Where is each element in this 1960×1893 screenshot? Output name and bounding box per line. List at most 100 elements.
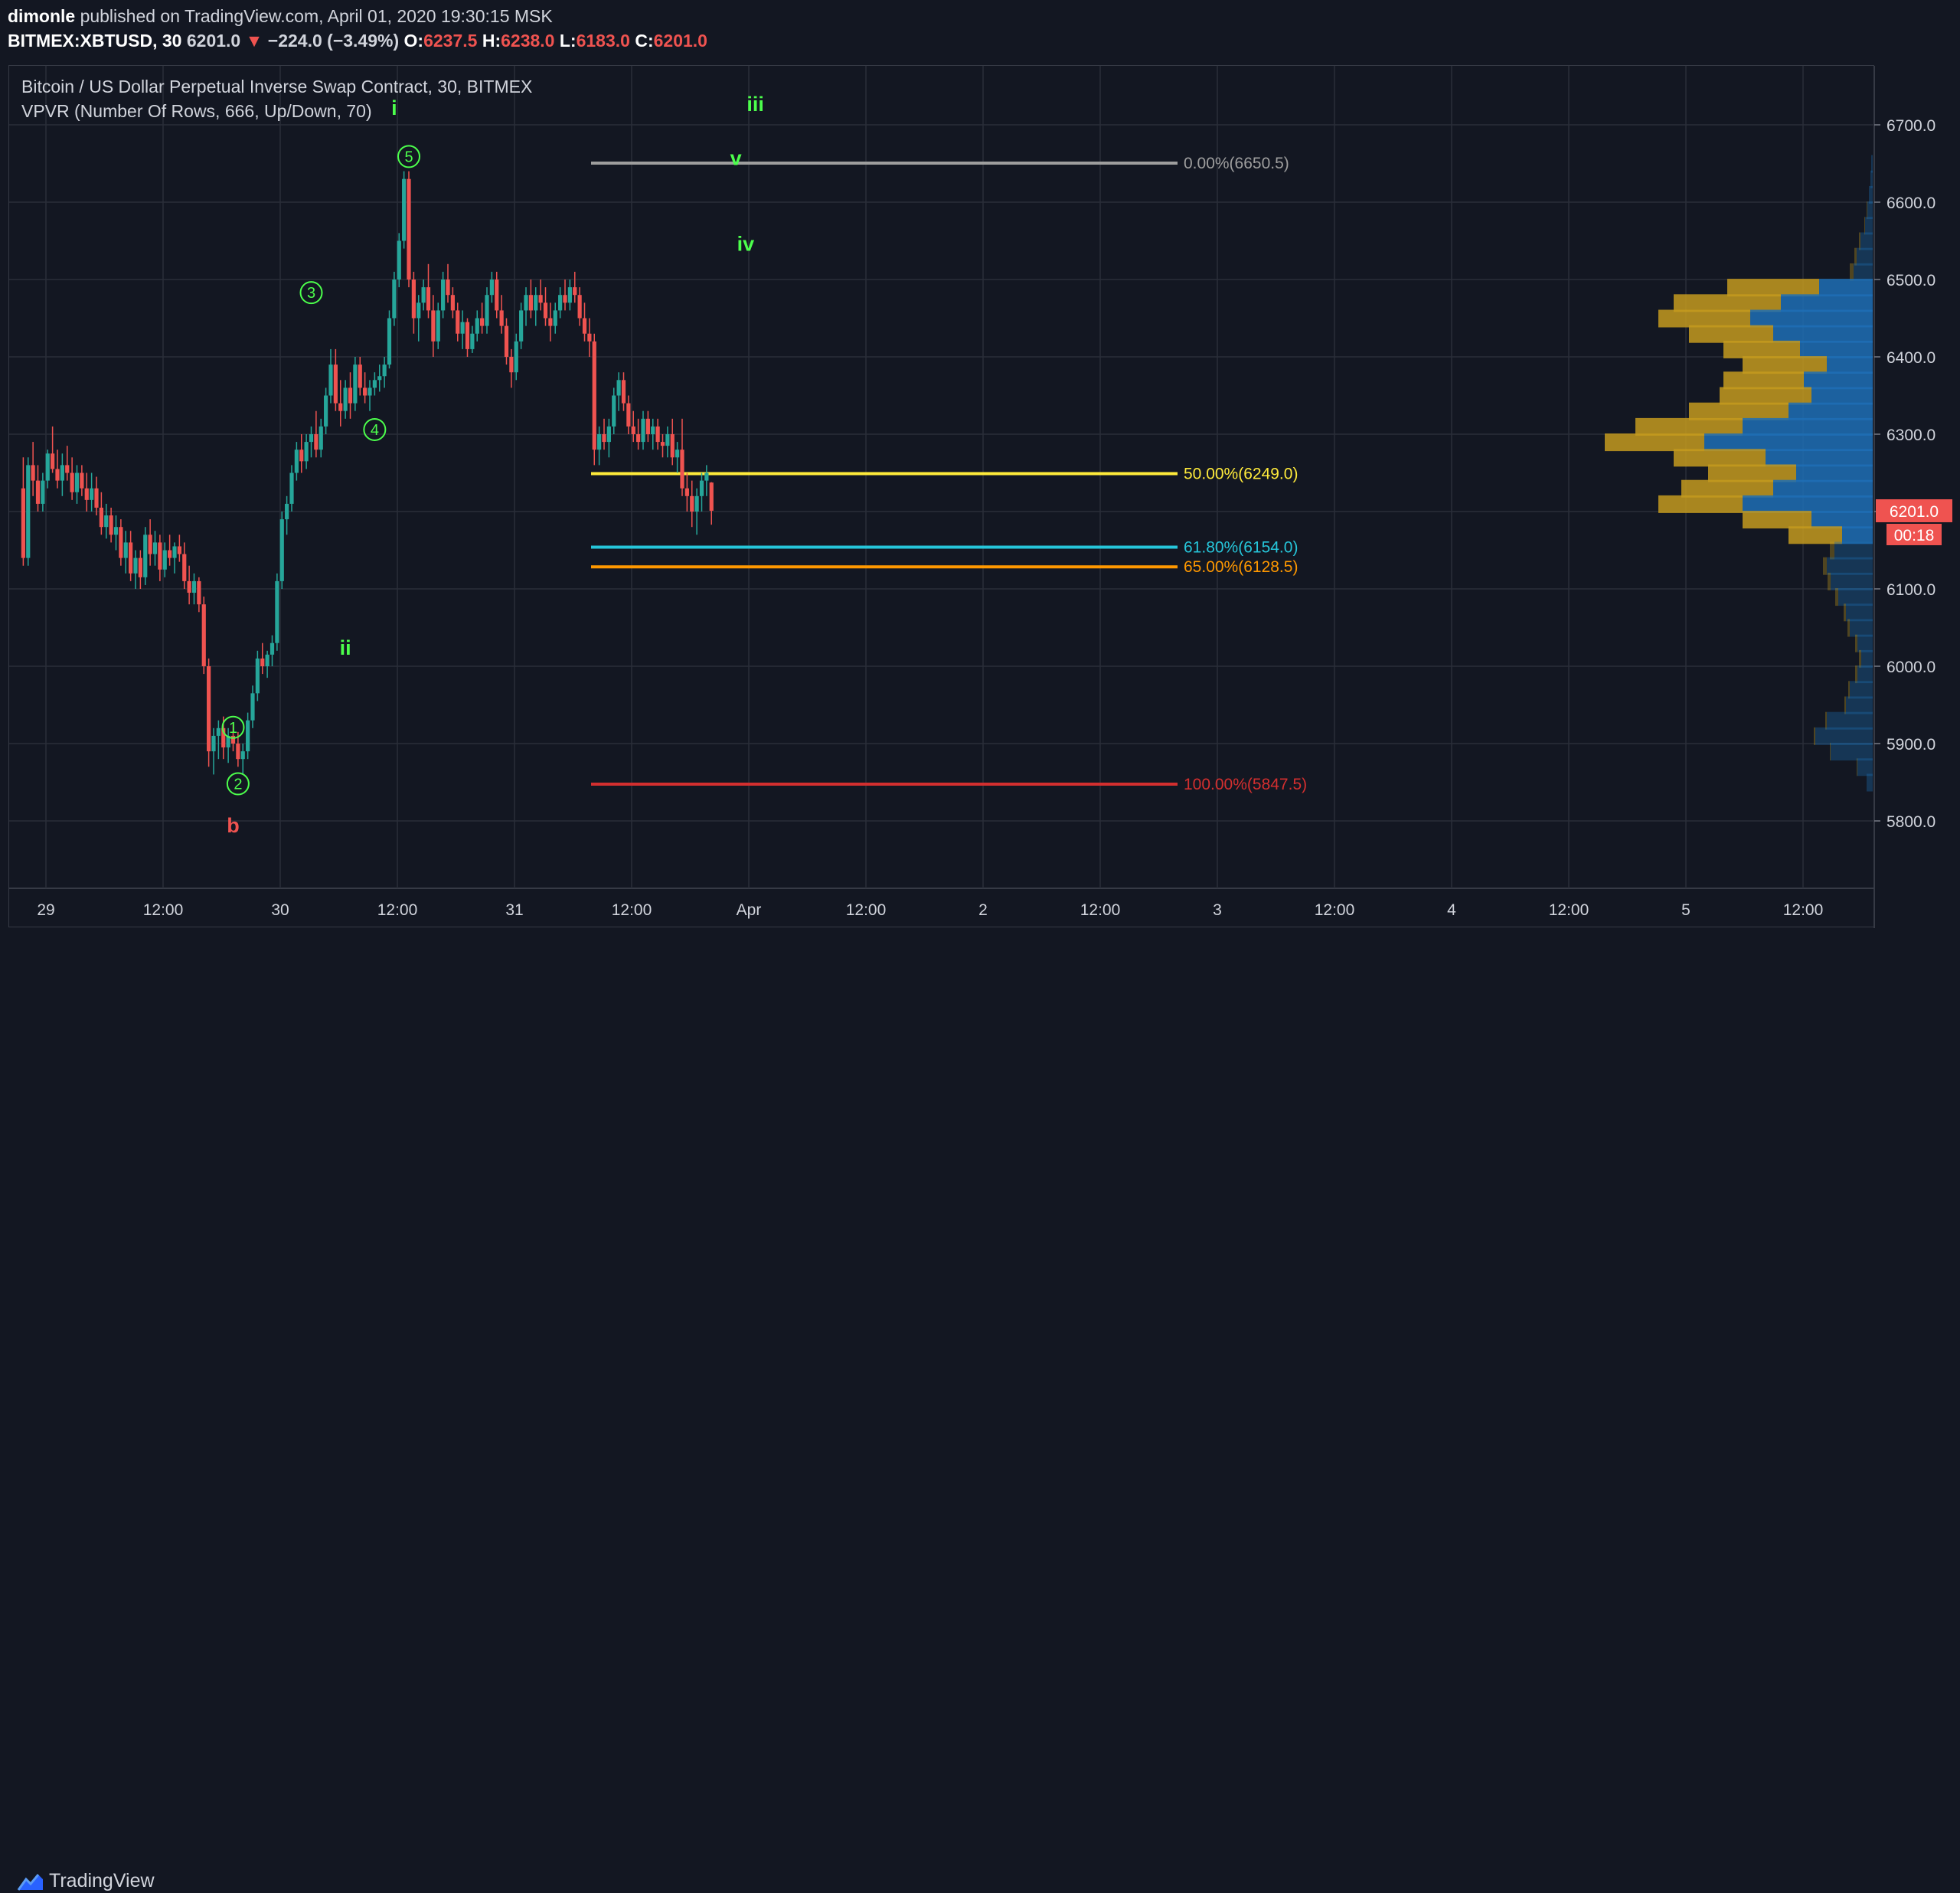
wave-circle-label: 1 bbox=[229, 720, 237, 737]
indicator-legend[interactable]: VPVR (Number Of Rows, 666, Up/Down, 70) bbox=[21, 101, 372, 121]
volume-profile-up-bar bbox=[1788, 402, 1873, 420]
volume-profile-down-bar bbox=[1689, 325, 1773, 343]
fib-level-label: 61.80%(6154.0) bbox=[1184, 538, 1298, 556]
candle-body bbox=[660, 442, 665, 446]
tradingview-logo-icon[interactable] bbox=[15, 1872, 46, 1893]
candle-body bbox=[392, 280, 397, 319]
candle-body bbox=[21, 488, 25, 558]
candle-body bbox=[524, 295, 528, 311]
y-tick-label: 5800.0 bbox=[1886, 813, 1936, 831]
candle-body bbox=[236, 744, 240, 760]
candle-body bbox=[709, 482, 714, 511]
candle-body bbox=[162, 550, 167, 570]
candle-body bbox=[397, 240, 401, 280]
x-tick-label: 31 bbox=[505, 901, 523, 919]
publisher-name[interactable]: dimonle bbox=[8, 6, 76, 26]
volume-profile-up-bar bbox=[1831, 572, 1873, 590]
tradingview-logo-text[interactable]: TradingView bbox=[49, 1870, 155, 1891]
low-value: 6183.0 bbox=[576, 31, 630, 51]
candle-body bbox=[333, 365, 338, 404]
wave-circle bbox=[397, 145, 420, 168]
candle-body bbox=[636, 434, 641, 443]
candle-body bbox=[616, 380, 621, 396]
candle-body bbox=[207, 666, 211, 752]
candle-body bbox=[182, 554, 187, 581]
high-value: 6238.0 bbox=[501, 31, 555, 51]
volume-profile-down-bar bbox=[1844, 696, 1846, 714]
candle-body bbox=[582, 318, 587, 334]
volume-profile-up-bar bbox=[1766, 449, 1873, 467]
y-tick-label: 5900.0 bbox=[1886, 736, 1936, 754]
candle-body bbox=[26, 465, 31, 558]
candle-body bbox=[368, 387, 372, 396]
price-chart[interactable]: 6700.06600.06500.06400.06300.06200.06100… bbox=[0, 0, 1960, 980]
volume-profile-up-bar bbox=[1827, 711, 1873, 730]
last-price-label: 6201.0 bbox=[1890, 503, 1939, 521]
x-tick-label: 4 bbox=[1447, 901, 1456, 919]
volume-profile-down-bar bbox=[1835, 588, 1838, 606]
candle-body bbox=[304, 442, 309, 462]
publish-info: dimonle published on TradingView.com, Ap… bbox=[8, 6, 553, 27]
candle-body bbox=[519, 310, 524, 342]
volume-profile-up-bar bbox=[1867, 773, 1873, 792]
volume-profile-up-bar bbox=[1857, 665, 1873, 684]
candle-body bbox=[626, 403, 631, 427]
candle-body bbox=[436, 310, 440, 342]
volume-profile-up-bar bbox=[1842, 526, 1873, 544]
candle-body bbox=[138, 557, 142, 577]
candle-body bbox=[211, 735, 216, 752]
candle-body bbox=[143, 535, 148, 577]
wave-label: iii bbox=[746, 93, 764, 116]
fib-level-label: 0.00%(6650.5) bbox=[1184, 155, 1289, 172]
volume-profile-up-bar bbox=[1800, 340, 1873, 358]
candle-body bbox=[250, 693, 255, 721]
volume-profile-up-bar bbox=[1871, 155, 1873, 173]
candle-body bbox=[353, 365, 358, 404]
candle-body bbox=[411, 280, 416, 319]
candle-body bbox=[148, 535, 152, 554]
candle-body bbox=[655, 426, 660, 443]
candle-body bbox=[684, 488, 689, 496]
wave-label: iv bbox=[737, 233, 755, 256]
candle-body bbox=[382, 365, 387, 377]
candle-body bbox=[318, 426, 323, 450]
volume-profile-down-bar bbox=[1825, 711, 1827, 730]
candle-body bbox=[187, 580, 191, 593]
candle-body bbox=[651, 426, 655, 434]
wave-circle-label: 2 bbox=[234, 776, 242, 793]
candle-body bbox=[680, 450, 684, 489]
candle-body bbox=[152, 542, 158, 554]
candle-body bbox=[475, 318, 479, 334]
candle-body bbox=[699, 480, 704, 496]
wave-circle-label: 5 bbox=[404, 149, 413, 165]
volume-profile-up-bar bbox=[1869, 185, 1873, 204]
volume-profile-up-bar bbox=[1846, 696, 1873, 714]
candle-body bbox=[158, 542, 162, 570]
candle-body bbox=[41, 480, 45, 504]
volume-profile-up-bar bbox=[1811, 511, 1873, 529]
x-tick-label: 12:00 bbox=[846, 901, 887, 919]
volume-profile-down-bar bbox=[1788, 526, 1842, 544]
volume-profile-down-bar bbox=[1605, 433, 1704, 452]
fib-level-label: 100.00%(5847.5) bbox=[1184, 776, 1307, 793]
x-tick-label: Apr bbox=[737, 901, 762, 919]
candle-body bbox=[60, 465, 64, 481]
candle-body bbox=[387, 318, 392, 365]
volume-profile-down-bar bbox=[1708, 464, 1796, 482]
close-value: 6201.0 bbox=[653, 31, 707, 51]
candle-body bbox=[675, 450, 680, 458]
volume-profile-down-bar bbox=[1823, 557, 1827, 575]
volume-profile-up-bar bbox=[1834, 541, 1873, 560]
candle-body bbox=[70, 472, 74, 492]
volume-profile-down-bar bbox=[1855, 634, 1857, 652]
candle-body bbox=[456, 310, 460, 334]
volume-profile-down-bar bbox=[1814, 727, 1815, 745]
candle-body bbox=[65, 465, 70, 473]
candle-body bbox=[172, 546, 177, 558]
candle-body bbox=[270, 642, 275, 655]
candle-body bbox=[606, 426, 611, 443]
candle-body bbox=[509, 357, 514, 373]
volume-profile-down-bar bbox=[1743, 356, 1827, 374]
candle-body bbox=[90, 488, 94, 500]
candle-body bbox=[563, 295, 567, 303]
